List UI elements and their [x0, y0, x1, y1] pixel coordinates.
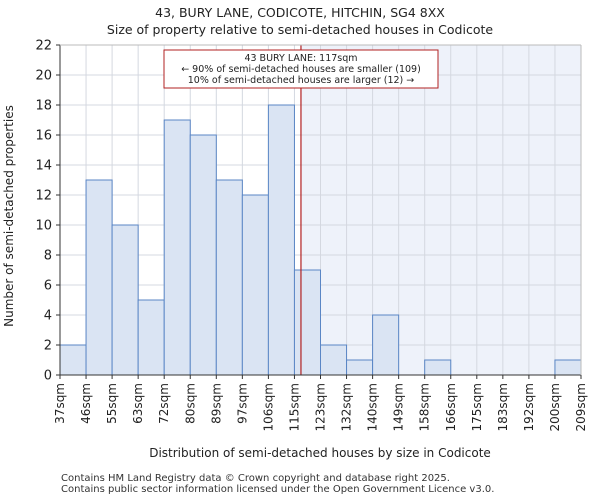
footer-line-1: Contains HM Land Registry data © Crown c… [61, 473, 450, 484]
annotation-box [163, 49, 439, 89]
y-axis-label: Number of semi-detached properties [2, 105, 16, 327]
x-tick-label: 115sqm [287, 383, 301, 431]
histogram-bar [85, 179, 113, 376]
chart-subtitle: Size of property relative to semi-detach… [106, 22, 494, 37]
histogram-bar [372, 314, 400, 376]
histogram-bar [293, 269, 322, 376]
histogram-bar [320, 344, 348, 376]
x-tick-label: 140sqm [366, 383, 380, 431]
x-tick-label: 97sqm [235, 383, 249, 424]
x-tick-label: 132sqm [340, 383, 354, 431]
x-tick-label: 175sqm [470, 383, 484, 431]
y-tick-label: 14 [35, 159, 52, 174]
x-tick-label: 183sqm [496, 383, 510, 431]
histogram-bar [554, 359, 582, 376]
histogram-bar [189, 134, 217, 376]
x-tick-label: 46sqm [79, 383, 93, 424]
histogram-bar [346, 359, 374, 376]
histogram-bar [137, 299, 165, 376]
histogram-bar [59, 344, 87, 376]
x-tick-label: 149sqm [392, 383, 406, 431]
histogram-bar [215, 179, 243, 376]
histogram-bar [267, 104, 295, 376]
annotation-line-3: 10% of semi-detached houses are larger (… [188, 75, 415, 86]
x-tick-label: 166sqm [444, 383, 458, 431]
y-tick-label: 20 [35, 69, 52, 84]
x-tick-label: 106sqm [261, 383, 275, 431]
x-tick-label: 63sqm [131, 383, 145, 424]
x-tick-label: 89sqm [209, 383, 223, 424]
y-tick-label: 18 [35, 99, 52, 114]
y-tick-label: 12 [35, 189, 52, 204]
x-axis-label: Distribution of semi-detached houses by … [149, 446, 491, 460]
x-tick-label: 37sqm [53, 383, 67, 424]
y-tick-label: 2 [44, 339, 52, 354]
marker-annotation: 43 BURY LANE: 117sqm ← 90% of semi-detac… [163, 49, 439, 89]
y-tick-label: 10 [35, 219, 52, 234]
x-tick-label: 192sqm [522, 383, 536, 431]
x-tick-label: 72sqm [157, 383, 171, 424]
y-tick-label: 22 [35, 39, 52, 54]
x-tick-label: 55sqm [105, 383, 119, 424]
annotation-line-1: 43 BURY LANE: 117sqm [244, 53, 357, 64]
chart-title: 43, BURY LANE, CODICOTE, HITCHIN, SG4 8X… [155, 5, 445, 20]
x-tick-label: 209sqm [574, 383, 588, 431]
larger-region-shade [300, 45, 581, 375]
y-tick-label: 4 [44, 309, 52, 324]
histogram-bar [241, 194, 269, 376]
x-tick-label: 80sqm [183, 383, 197, 424]
y-tick-label: 16 [35, 129, 52, 144]
annotation-line-2: ← 90% of semi-detached houses are smalle… [181, 64, 421, 75]
histogram-bar [111, 224, 139, 376]
footer-line-2: Contains public sector information licen… [61, 484, 495, 495]
x-tick-label: 200sqm [548, 383, 562, 431]
x-tick-label: 123sqm [314, 383, 328, 431]
histogram-chart: 0 2 4 6 8 10 12 14 16 18 20 22 37sqm 46sqm 55sqm 63sqm 7… [2, 39, 588, 461]
y-tick-label: 0 [44, 369, 52, 384]
histogram-bar [424, 359, 452, 376]
x-tick-label: 158sqm [418, 383, 432, 431]
y-tick-label: 6 [44, 279, 52, 294]
histogram-bar [163, 119, 191, 376]
y-tick-label: 8 [44, 249, 52, 264]
